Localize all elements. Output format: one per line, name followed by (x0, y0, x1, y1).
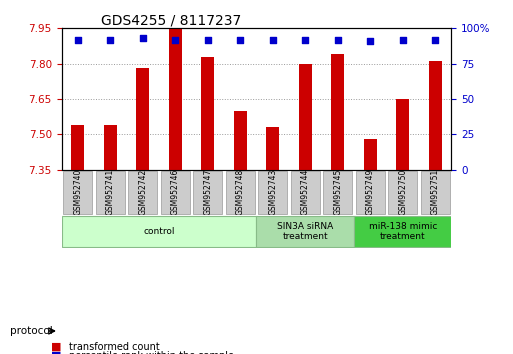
FancyBboxPatch shape (95, 171, 125, 214)
Text: control: control (143, 227, 175, 236)
Bar (136, 68, 149, 170)
Text: ■: ■ (51, 342, 62, 352)
FancyBboxPatch shape (421, 171, 450, 214)
Point (204, 37, 212, 42)
Text: SIN3A siRNA
treatment: SIN3A siRNA treatment (277, 222, 333, 241)
FancyBboxPatch shape (258, 171, 287, 214)
FancyBboxPatch shape (354, 216, 451, 247)
FancyBboxPatch shape (128, 171, 157, 214)
Text: GDS4255 / 8117237: GDS4255 / 8117237 (101, 13, 241, 27)
Text: miR-138 mimic
treatment: miR-138 mimic treatment (368, 222, 437, 241)
Text: GSM952747: GSM952747 (203, 169, 212, 216)
Text: GSM952740: GSM952740 (73, 169, 82, 216)
Bar (331, 54, 344, 170)
Text: GSM952743: GSM952743 (268, 169, 277, 216)
Bar (429, 61, 442, 170)
Text: GSM952741: GSM952741 (106, 169, 115, 216)
Bar (396, 99, 409, 170)
Point (74, 37, 82, 42)
Text: GSM952745: GSM952745 (333, 169, 342, 216)
Text: ■: ■ (51, 351, 62, 354)
Text: transformed count: transformed count (69, 342, 160, 352)
Text: percentile rank within the sample: percentile rank within the sample (69, 351, 234, 354)
FancyBboxPatch shape (226, 171, 255, 214)
Text: GSM952749: GSM952749 (366, 169, 374, 216)
Point (269, 37, 277, 42)
FancyBboxPatch shape (356, 171, 385, 214)
Text: GSM952742: GSM952742 (139, 169, 147, 216)
Text: protocol: protocol (10, 326, 53, 336)
Point (139, 35, 147, 41)
Text: GSM952746: GSM952746 (171, 169, 180, 216)
Text: GSM952751: GSM952751 (431, 169, 440, 216)
Point (431, 37, 439, 42)
Bar (104, 125, 117, 170)
FancyBboxPatch shape (323, 171, 352, 214)
Point (366, 38, 374, 44)
Bar (201, 57, 214, 170)
Bar (169, 28, 182, 170)
Point (301, 37, 309, 42)
Point (171, 37, 180, 42)
FancyBboxPatch shape (388, 171, 417, 214)
Bar (364, 139, 377, 170)
Text: GSM952748: GSM952748 (236, 169, 245, 216)
FancyBboxPatch shape (161, 171, 190, 214)
Text: GSM952750: GSM952750 (398, 169, 407, 216)
FancyBboxPatch shape (193, 171, 222, 214)
Bar (266, 127, 279, 170)
Point (399, 37, 407, 42)
Bar (299, 64, 312, 170)
Text: GSM952744: GSM952744 (301, 169, 310, 216)
FancyBboxPatch shape (256, 216, 354, 247)
FancyBboxPatch shape (62, 216, 256, 247)
Bar (71, 125, 84, 170)
FancyBboxPatch shape (63, 171, 92, 214)
FancyBboxPatch shape (290, 171, 320, 214)
Point (106, 37, 114, 42)
Bar (234, 111, 247, 170)
Point (333, 37, 342, 42)
Point (236, 37, 244, 42)
